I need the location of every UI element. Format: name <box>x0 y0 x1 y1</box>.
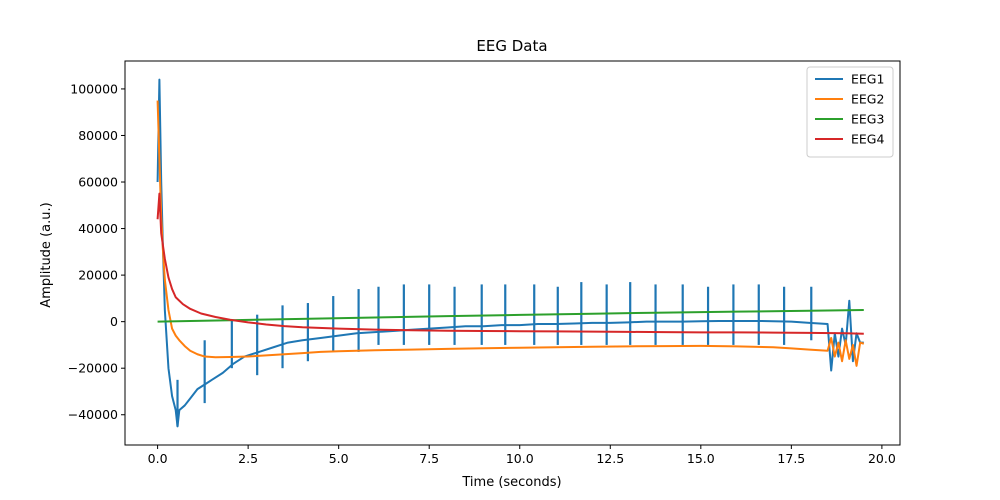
series-eeg2 <box>156 100 865 367</box>
x-tick-label: 2.5 <box>238 451 258 466</box>
series-eeg4 <box>156 192 864 335</box>
y-tick-label: −20000 <box>68 361 118 376</box>
legend-label-eeg1: EEG1 <box>851 72 884 87</box>
axes-frame <box>124 60 901 446</box>
series-line-eeg2 <box>156 100 865 367</box>
x-tick-label: 5.0 <box>329 451 349 466</box>
legend-label-eeg4: EEG4 <box>851 132 884 147</box>
x-tick-label: 12.5 <box>596 451 624 466</box>
x-tick-label: 10.0 <box>506 451 534 466</box>
legend-label-eeg2: EEG2 <box>851 92 884 107</box>
x-tick-label: 7.5 <box>419 451 439 466</box>
x-tick-label: 0.0 <box>148 451 168 466</box>
plot-area <box>156 78 865 428</box>
series-line-eeg4 <box>156 192 864 335</box>
x-axis-label: Time (seconds) <box>461 475 561 490</box>
legend: EEG1 EEG2 EEG3 EEG4 <box>806 66 894 158</box>
series-line-eeg1 <box>156 78 864 428</box>
y-axis-label: Amplitude (a.u.) <box>39 202 54 307</box>
axes: 0.0 2.5 5.0 7.5 10.0 12.5 15.0 17.5 20.0 −40000 −2… <box>68 60 901 466</box>
y-tick-label: 0 <box>110 314 118 329</box>
legend-box <box>806 66 894 158</box>
y-tick-label: 20000 <box>78 268 118 283</box>
chart-title: EEG Data <box>476 37 547 55</box>
legend-label-eeg3: EEG3 <box>851 112 884 127</box>
x-tick-label: 20.0 <box>868 451 896 466</box>
y-tick-label: −40000 <box>68 407 118 422</box>
y-tick-label: 80000 <box>78 128 118 143</box>
series-eeg3 <box>157 309 864 323</box>
series-line-eeg3 <box>157 309 864 323</box>
y-tick-label: 60000 <box>78 175 118 190</box>
y-tick-label: 40000 <box>78 221 118 236</box>
x-tick-label: 17.5 <box>777 451 805 466</box>
x-tick-label: 15.0 <box>687 451 715 466</box>
y-tick-label: 100000 <box>70 81 118 96</box>
